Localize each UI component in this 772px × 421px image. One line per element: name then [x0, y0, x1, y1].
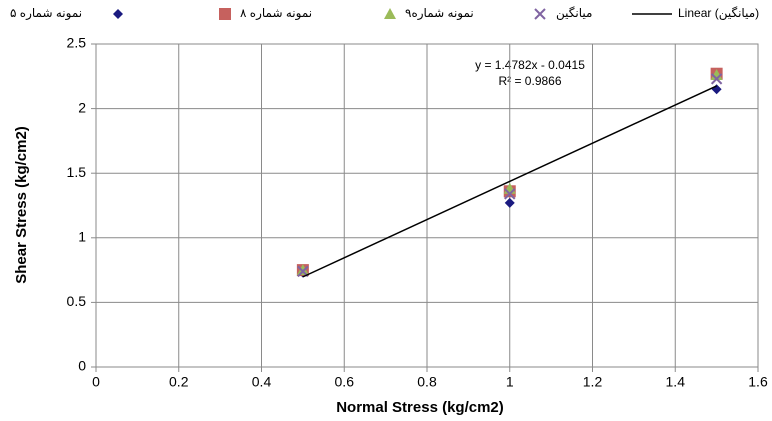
y-tick-label: 0: [78, 358, 86, 374]
y-tick-label: 2: [78, 99, 86, 115]
data-point: [296, 264, 309, 276]
y-tick-label: 1.5: [67, 164, 87, 180]
y-tick-label: 0.5: [67, 293, 87, 309]
trend-line: [302, 85, 717, 278]
legend-label: نمونه شماره۹: [405, 6, 474, 21]
y-axis-title: Shear Stress (kg/cm2): [13, 126, 30, 284]
x-tick-label: 1.6: [748, 374, 768, 390]
data-point: [711, 84, 722, 95]
x-tick-label: 1.2: [583, 374, 603, 390]
x-tick-label: 0.6: [335, 374, 355, 390]
legend-label: میانگین: [556, 6, 592, 21]
legend-marker: [113, 9, 123, 19]
x-axis-title: Normal Stress (kg/cm2): [336, 399, 504, 416]
trend-r2: R² = 0.9866: [498, 74, 561, 88]
x-tick-label: 0.4: [252, 374, 272, 390]
plot-border: [95, 43, 759, 368]
y-tick-label: 2.5: [67, 35, 87, 51]
legend-marker: [534, 8, 546, 20]
legend-marker: [384, 8, 396, 19]
x-tick-label: 0.8: [417, 374, 437, 390]
x-tick-label: 0: [92, 374, 100, 390]
x-tick-label: 1.4: [666, 374, 686, 390]
data-point: [710, 73, 723, 85]
x-tick-label: 1: [506, 374, 514, 390]
legend-label: نمونه شماره ۸: [240, 6, 312, 21]
legend-marker: [219, 8, 231, 20]
x-tick-label: 0.2: [169, 374, 189, 390]
data-point: [504, 197, 515, 208]
y-tick-label: 1: [78, 229, 86, 245]
legend-label: Linear (میانگین): [678, 6, 759, 21]
data-point: [504, 188, 516, 200]
legend-label: نمونه شماره ۵: [10, 6, 82, 21]
trend-equation: y = 1.4782x - 0.0415: [475, 58, 585, 72]
